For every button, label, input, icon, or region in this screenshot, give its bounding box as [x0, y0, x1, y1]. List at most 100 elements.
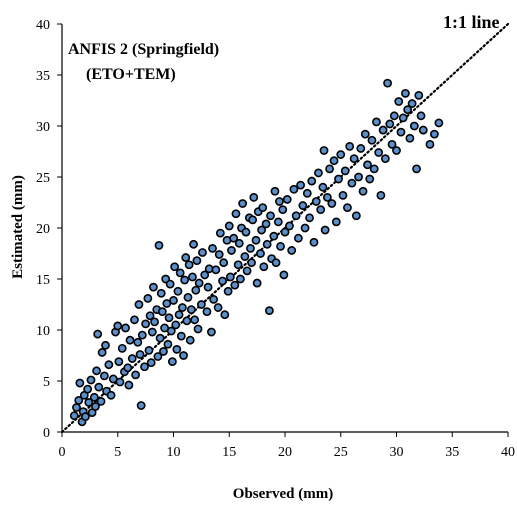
data-point: [416, 111, 426, 121]
data-point: [398, 113, 408, 123]
data-point: [380, 154, 390, 164]
data-point: [291, 211, 301, 221]
data-point: [430, 129, 439, 139]
data-point: [327, 199, 337, 208]
data-point: [256, 249, 265, 258]
data-point: [104, 360, 114, 370]
data-point: [218, 276, 227, 286]
data-point: [238, 199, 248, 208]
data-point: [157, 307, 167, 317]
data-point: [190, 315, 200, 325]
data-point: [225, 272, 235, 282]
data-point: [167, 357, 177, 367]
data-point: [264, 306, 274, 316]
data-point: [347, 178, 357, 188]
data-point: [99, 371, 109, 381]
data-point: [220, 310, 230, 320]
data-point: [69, 411, 79, 421]
data-point: [246, 243, 255, 253]
data-point: [227, 246, 236, 255]
data-point: [86, 375, 96, 385]
data-point: [261, 219, 271, 229]
data-point: [405, 133, 415, 143]
data-point: [202, 307, 212, 317]
data-point: [219, 258, 229, 268]
data-point: [150, 317, 159, 327]
data-point: [234, 238, 244, 248]
data-point: [242, 266, 252, 276]
data-point: [74, 395, 84, 405]
data-point: [258, 203, 268, 212]
data-point: [314, 168, 323, 178]
data-point: [125, 335, 135, 345]
chart-subtitle: (ETO+TEM): [86, 66, 176, 83]
data-point: [198, 248, 207, 257]
data-point: [183, 292, 193, 302]
data-point: [164, 313, 174, 323]
data-point: [143, 293, 153, 303]
data-point: [188, 272, 197, 282]
data-point: [434, 118, 444, 128]
data-point: [394, 97, 404, 106]
data-point: [365, 174, 375, 184]
data-point: [146, 358, 156, 368]
data-point: [285, 221, 294, 231]
reference-line-label: 1:1 line: [443, 12, 500, 32]
y-axis-ticks: 0 5 10 15 20 25 30 35 40: [36, 18, 62, 441]
data-point: [175, 268, 185, 278]
data-point: [223, 286, 233, 296]
data-point: [194, 278, 204, 288]
data-point: [300, 223, 310, 233]
data-point: [179, 351, 188, 360]
data-point: [387, 139, 397, 149]
data-point: [84, 398, 94, 407]
data-point: [356, 144, 366, 153]
data-point: [425, 139, 435, 149]
y-tick-label: 20: [36, 222, 50, 237]
data-point: [251, 235, 261, 245]
data-point: [186, 305, 196, 314]
data-point: [318, 182, 328, 192]
data-point: [302, 188, 312, 198]
data-point: [273, 217, 283, 227]
data-point: [97, 348, 107, 357]
data-point: [374, 148, 384, 157]
data-point: [409, 121, 419, 131]
data-point: [262, 239, 272, 249]
data-point: [81, 412, 90, 422]
data-point: [282, 195, 292, 204]
data-point: [184, 260, 194, 270]
data-point: [75, 378, 85, 388]
data-point: [91, 402, 100, 411]
data-point: [149, 282, 158, 292]
data-point: [196, 300, 206, 309]
y-tick-label: 40: [36, 18, 50, 33]
data-point: [191, 285, 201, 295]
data-point: [235, 274, 245, 284]
data-point: [214, 250, 224, 259]
data-point: [211, 265, 221, 275]
data-point: [298, 201, 308, 210]
data-point: [372, 117, 381, 127]
data-point: [363, 160, 372, 170]
data-point: [240, 252, 250, 261]
x-tick-label: 25: [334, 445, 348, 460]
data-point: [180, 275, 190, 285]
data-point: [172, 344, 182, 354]
data-point: [345, 141, 355, 151]
data-point: [269, 231, 279, 241]
data-point: [247, 258, 256, 268]
scatter-points: [69, 78, 444, 427]
data-point: [338, 190, 348, 200]
data-point: [412, 164, 421, 174]
y-tick-label: 10: [36, 324, 50, 339]
y-tick-label: 0: [43, 426, 50, 441]
data-point: [166, 326, 176, 336]
data-point: [311, 197, 321, 206]
data-point: [163, 339, 173, 349]
data-point: [89, 392, 99, 402]
data-point: [159, 347, 168, 356]
data-point: [173, 286, 183, 296]
data-point: [121, 323, 130, 333]
data-point: [329, 156, 339, 166]
